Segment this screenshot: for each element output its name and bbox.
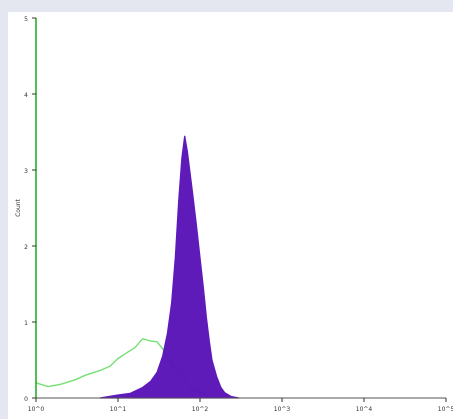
y-tick-label-0: 0 <box>24 396 28 403</box>
y-tick-label-1: 1 <box>24 320 28 327</box>
y-tick-label-5: 5 <box>24 16 28 23</box>
y-tick-label-3: 3 <box>24 168 28 175</box>
x-tick-label-1: 10^1 <box>110 406 127 413</box>
x-tick-label-5: 10^5 <box>438 406 453 413</box>
plot-panel: 0 1 2 3 4 5 10^0 10^1 10^2 10^3 10^4 10^5 Count <box>8 12 453 419</box>
x-tick-label-3: 10^3 <box>274 406 291 413</box>
x-tick-label-0: 10^0 <box>28 406 45 413</box>
y-tick-label-2: 2 <box>24 244 28 251</box>
filled-histogram-series-1 <box>99 135 240 399</box>
histogram-chart: 0 1 2 3 4 5 10^0 10^1 10^2 10^3 10^4 10^5 Count <box>15 16 453 413</box>
x-tick-label-2: 10^2 <box>192 406 209 413</box>
x-tick-label-4: 10^4 <box>356 406 373 413</box>
y-tick-label-4: 4 <box>24 92 28 99</box>
y-axis-label: Count <box>15 198 22 216</box>
